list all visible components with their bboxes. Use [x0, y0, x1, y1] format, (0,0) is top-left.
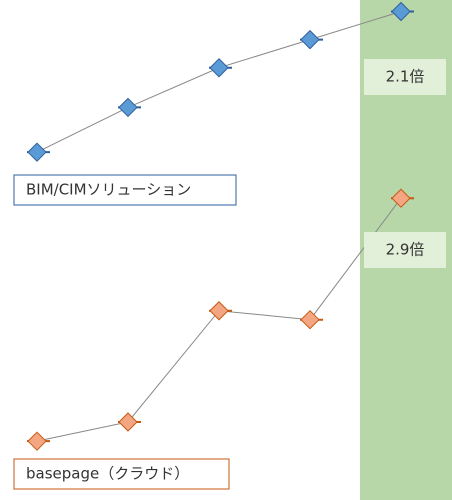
annotation-box	[364, 232, 446, 268]
marker	[300, 309, 320, 330]
marker	[391, 188, 411, 208]
legend-box	[13, 174, 237, 206]
marker	[27, 142, 47, 162]
marker	[27, 431, 47, 451]
marker	[300, 29, 320, 50]
legend-label: basepage（クラウド）	[26, 465, 189, 483]
annotation: 2.1倍	[386, 68, 425, 86]
marker	[209, 301, 229, 321]
legend-label: BIM/CIMソリューション	[26, 181, 191, 199]
marker	[118, 97, 138, 118]
marker	[118, 412, 138, 432]
series-line	[36, 11, 402, 153]
marker	[209, 58, 229, 78]
annotation-box	[364, 59, 446, 95]
marker	[391, 1, 411, 22]
legend-box	[13, 458, 230, 490]
annotation: 2.9倍	[386, 241, 425, 259]
